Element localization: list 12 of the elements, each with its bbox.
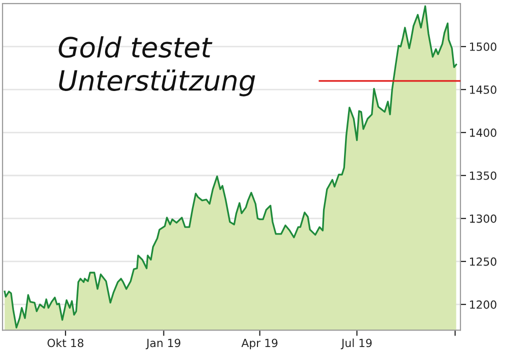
y-tick-label: 1350 xyxy=(470,171,496,180)
x-tick-label: Jul 19 xyxy=(340,338,372,350)
y-tick-label: 1250 xyxy=(470,257,496,266)
y-tick-label: 1500 xyxy=(470,42,496,51)
y-tick-label: 1200 xyxy=(470,300,496,309)
x-tick-label: Jan 19 xyxy=(146,338,180,350)
x-tick-label: Okt 18 xyxy=(48,338,84,348)
y-tick-label: 1300 xyxy=(470,214,496,223)
text: Gold testet Unterstützung xyxy=(58,36,256,96)
x-tick-label: Apr 19 xyxy=(241,338,278,350)
y-tick-label: 1450 xyxy=(470,86,496,94)
y-tick-label: 1400 xyxy=(470,128,496,137)
